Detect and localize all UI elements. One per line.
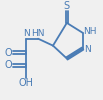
- Text: N: N: [84, 45, 91, 54]
- Text: S: S: [64, 1, 70, 11]
- Text: NH: NH: [83, 27, 96, 36]
- Text: OH: OH: [19, 78, 34, 88]
- Text: HN: HN: [31, 29, 45, 38]
- Text: O: O: [5, 48, 12, 58]
- Text: N: N: [23, 29, 30, 38]
- Text: O: O: [5, 60, 12, 70]
